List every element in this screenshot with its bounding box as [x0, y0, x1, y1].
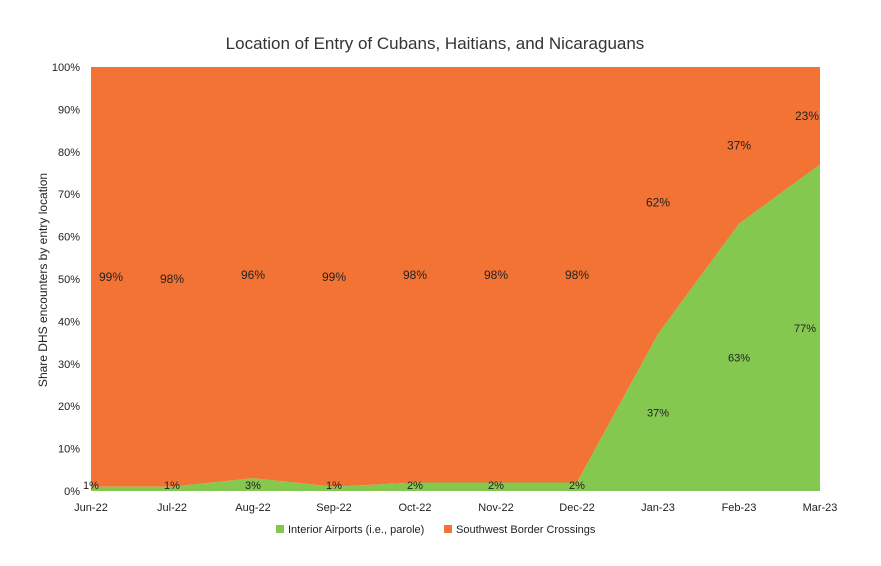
y-tick-label: 0%: [64, 486, 80, 498]
legend-item: Southwest Border Crossings: [444, 524, 596, 536]
data-label-interior-airports: 1%: [326, 480, 342, 492]
y-axis-title: Share DHS encounters by entry location: [36, 173, 50, 387]
y-axis-ticks: 0% 10% 20% 30% 40% 50% 60% 70% 80% 90% 100%: [52, 62, 80, 498]
data-labels: 1% 1% 3% 1% 2% 2% 2% 37% 63% 77% 99% 98% 96% 99% 98% 98…: [83, 109, 819, 492]
y-tick-label: 10%: [58, 444, 80, 456]
y-tick-label: 70%: [58, 189, 80, 201]
data-label-interior-airports: 77%: [794, 323, 816, 335]
data-label-interior-airports: 2%: [488, 480, 504, 492]
legend-item: Interior Airports (i.e., parole): [276, 524, 424, 536]
data-label-southwest-border: 62%: [646, 196, 670, 210]
x-tick-label: Jan-23: [641, 502, 675, 514]
y-tick-label: 20%: [58, 401, 80, 413]
legend-swatch: [444, 525, 452, 533]
y-tick-label: 60%: [58, 232, 80, 244]
data-label-interior-airports: 1%: [164, 480, 180, 492]
legend-swatch: [276, 525, 284, 533]
data-label-southwest-border: 37%: [727, 138, 751, 152]
x-tick-label: Feb-23: [722, 502, 757, 514]
y-tick-label: 100%: [52, 62, 80, 74]
data-label-southwest-border: 23%: [795, 109, 819, 123]
x-tick-label: Oct-22: [398, 502, 431, 514]
x-axis-ticks: Jun-22 Jul-22 Aug-22 Sep-22 Oct-22 Nov-22 Dec-…: [74, 502, 837, 514]
x-tick-label: Nov-22: [478, 502, 513, 514]
x-tick-label: Dec-22: [559, 502, 594, 514]
area-southwest-border-crossings: [91, 67, 820, 487]
data-label-interior-airports: 37%: [647, 408, 669, 420]
data-label-southwest-border: 98%: [484, 268, 508, 282]
x-tick-label: Jul-22: [157, 502, 187, 514]
y-tick-label: 90%: [58, 104, 80, 116]
area-interior-airports: [91, 164, 820, 491]
x-tick-label: Aug-22: [235, 502, 270, 514]
y-tick-label: 40%: [58, 316, 80, 328]
y-tick-label: 30%: [58, 359, 80, 371]
data-label-interior-airports: 2%: [569, 480, 585, 492]
data-label-interior-airports: 1%: [83, 480, 99, 492]
y-tick-label: 50%: [58, 274, 80, 286]
x-tick-label: Mar-23: [803, 502, 838, 514]
area-layers: [91, 67, 820, 491]
legend-label: Southwest Border Crossings: [456, 524, 596, 536]
x-tick-label: Sep-22: [316, 502, 351, 514]
data-label-southwest-border: 99%: [99, 270, 123, 284]
y-tick-label: 80%: [58, 147, 80, 159]
data-label-southwest-border: 98%: [565, 268, 589, 282]
legend-label: Interior Airports (i.e., parole): [288, 524, 424, 536]
data-label-interior-airports: 2%: [407, 480, 423, 492]
x-tick-label: Jun-22: [74, 502, 108, 514]
chart-title: Location of Entry of Cubans, Haitians, a…: [226, 34, 645, 53]
data-label-interior-airports: 3%: [245, 480, 261, 492]
data-label-southwest-border: 98%: [403, 268, 427, 282]
data-label-interior-airports: 63%: [728, 352, 750, 364]
data-label-southwest-border: 99%: [322, 270, 346, 284]
data-label-southwest-border: 98%: [160, 272, 184, 286]
data-label-southwest-border: 96%: [241, 268, 265, 282]
legend: Interior Airports (i.e., parole) Southwes…: [276, 524, 596, 536]
